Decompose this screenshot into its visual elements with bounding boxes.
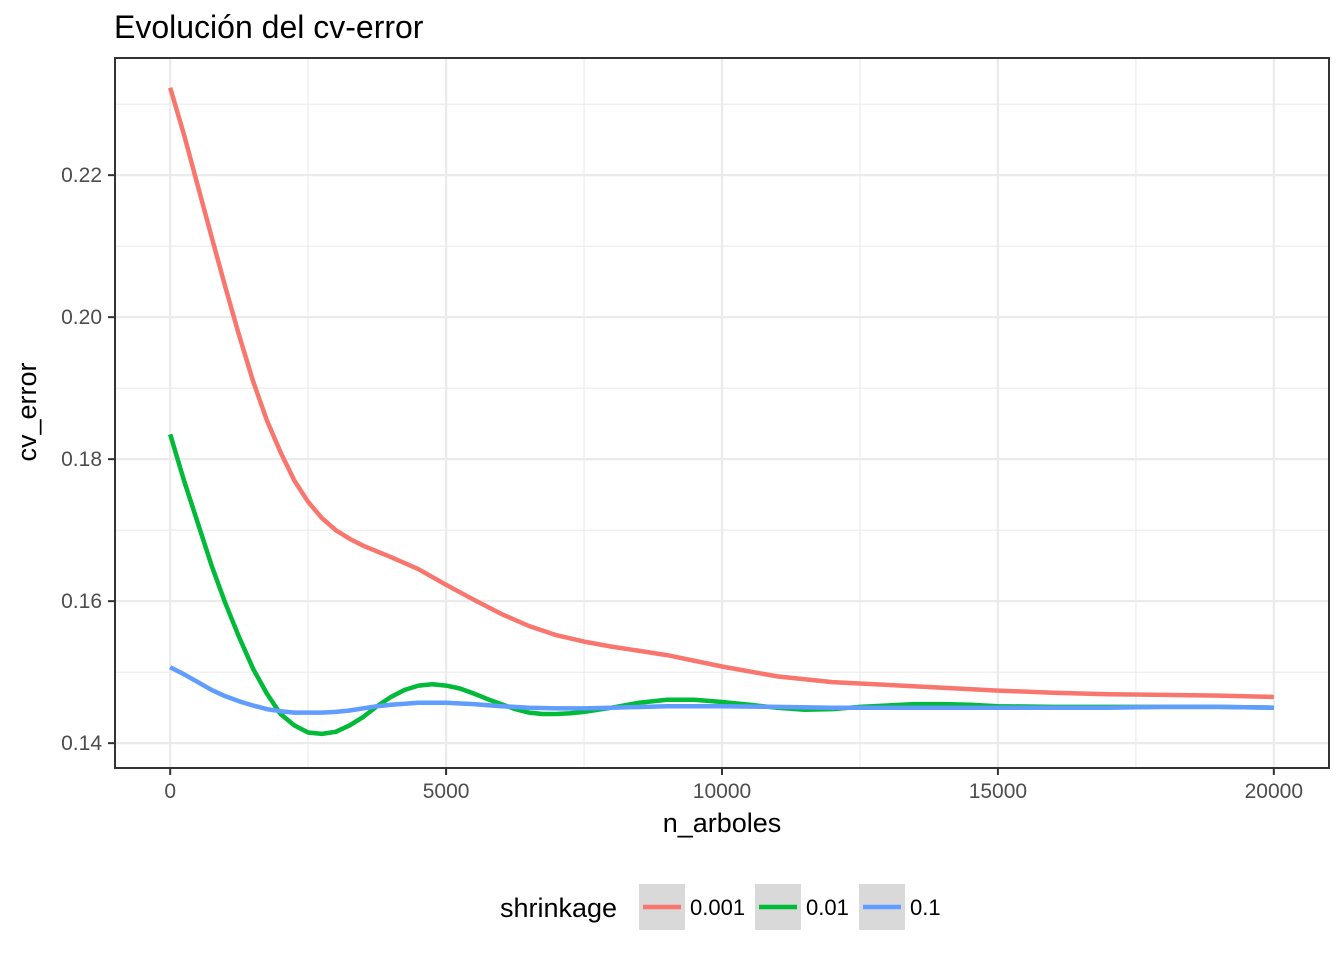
y-axis-tick-labels: 0.14 0.16 0.18 0.20 0.22 [61,164,102,755]
y-tick-label: 0.18 [61,448,102,471]
x-tick-label: 5000 [423,780,470,803]
y-tick-label: 0.14 [61,732,102,755]
series-line-0.1 [169,665,1274,715]
grid-lines [115,58,1329,768]
x-tick-label: 15000 [969,780,1027,803]
legend-keys: 0.001 0.01 0.1 [639,884,941,930]
legend-label-0.001: 0.001 [690,895,745,920]
x-tick-label: 10000 [693,780,751,803]
x-axis-title: n_arboles [663,808,782,838]
x-axis-tick-labels: 0 5000 10000 15000 20000 [164,780,1303,803]
y-tick-label: 0.22 [61,164,102,187]
legend-label-0.01: 0.01 [806,895,849,920]
x-tick-label: 20000 [1245,780,1303,803]
series-line-0.01 [168,433,1274,737]
axis-ticks [108,174,1275,775]
chart-title: Evolución del cv-error [114,9,424,45]
legend: shrinkage 0.001 0.01 0.1 [500,884,941,930]
x-tick-label: 0 [164,780,176,803]
series-lines [168,87,1274,737]
legend-label-0.1: 0.1 [910,895,941,920]
y-tick-label: 0.20 [61,306,102,329]
legend-title: shrinkage [500,893,617,923]
series-line-0.001 [168,87,1274,700]
y-tick-label: 0.16 [61,590,102,613]
y-axis-title: cv_error [12,362,42,461]
